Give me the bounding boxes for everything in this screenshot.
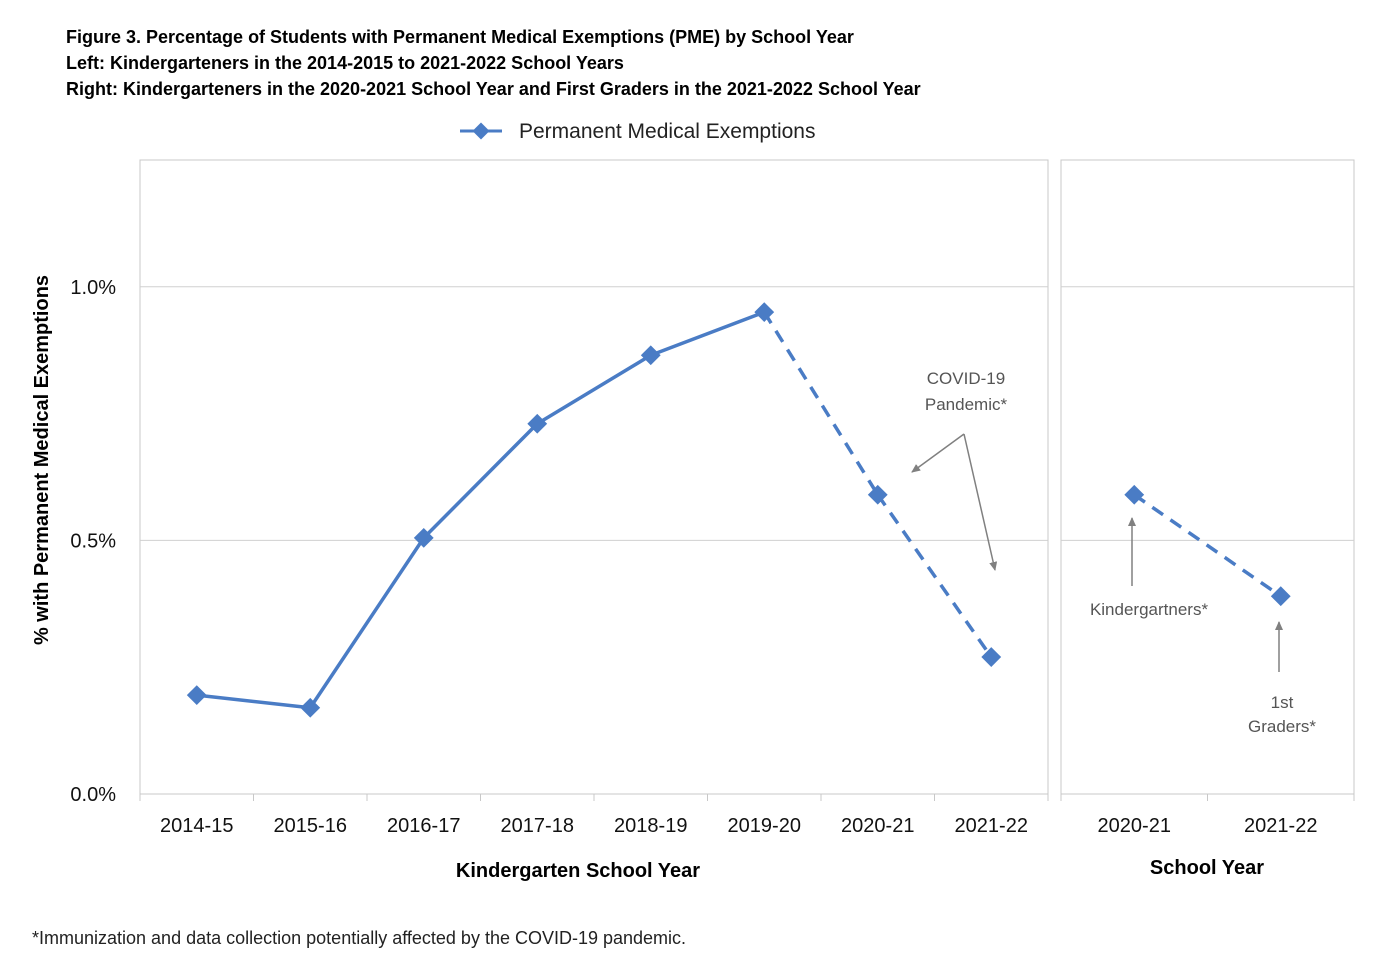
left-y-tick-labels: 0.0% 0.5% 1.0% xyxy=(70,277,116,806)
left-x-tick-label: 2020-21 xyxy=(841,815,914,837)
left-data-point xyxy=(640,345,661,366)
left-data-point xyxy=(186,685,207,705)
right-x-tick-label: 2020-21 xyxy=(1098,815,1171,837)
y-tick-label: 0.0% xyxy=(70,784,116,806)
left-series-segment xyxy=(196,693,311,710)
legend-marker xyxy=(472,122,490,140)
right-x-tick-label: 2021-22 xyxy=(1244,815,1317,837)
left-panel-frame xyxy=(139,159,1049,795)
kindergartners-annotation: Kindergartners* xyxy=(1090,517,1209,619)
first-graders-annotation: 1st Graders* xyxy=(1248,621,1316,736)
right-series-segment-dashed xyxy=(1133,493,1282,598)
right-series xyxy=(1124,484,1291,607)
left-x-tick-label: 2014-15 xyxy=(160,815,233,837)
covid-arrow-1 xyxy=(911,433,965,473)
left-series-segment xyxy=(650,310,765,357)
pme-chart: Permanent Medical Exemptions 0.0% 0.5% 1.0… xyxy=(31,120,1355,882)
right-data-point xyxy=(1270,586,1291,607)
footnote: *Immunization and data collection potent… xyxy=(32,928,687,948)
left-data-point xyxy=(981,647,1002,667)
left-x-tick-label: 2017-18 xyxy=(501,815,574,837)
left-data-point xyxy=(300,697,321,718)
covid-annotation: COVID-19 Pandemic* xyxy=(911,369,1008,571)
y-tick-label: 0.5% xyxy=(70,530,116,552)
covid-annotation-line2: Pandemic* xyxy=(925,395,1008,414)
left-data-point xyxy=(754,302,775,323)
left-data-point xyxy=(867,484,888,505)
left-gridlines xyxy=(139,286,1049,801)
y-axis-label: % with Permanent Medical Exemptions xyxy=(31,275,53,645)
left-x-tick-label: 2021-22 xyxy=(955,815,1028,837)
left-x-tick-label: 2018-19 xyxy=(614,815,687,837)
left-x-tick-labels: 2014-15 2015-16 2016-17 2017-18 2018-19 2019-… xyxy=(160,815,1028,837)
y-tick-label: 1.0% xyxy=(70,277,116,299)
right-x-axis-label: School Year xyxy=(1150,857,1264,879)
first-graders-annotation-line1: 1st xyxy=(1271,693,1294,712)
legend-label: Permanent Medical Exemptions xyxy=(519,120,815,143)
left-series-segment-dashed xyxy=(876,493,993,659)
figure-subtitle-right: Right: Kindergarteners in the 2020-2021 … xyxy=(66,79,921,99)
left-series-segment xyxy=(308,536,426,709)
figure-titles: Figure 3. Percentage of Students with Pe… xyxy=(66,24,921,102)
covid-arrow-2 xyxy=(963,433,998,571)
legend: Permanent Medical Exemptions xyxy=(460,120,815,143)
left-x-tick-label: 2015-16 xyxy=(274,815,347,837)
left-x-tick-label: 2016-17 xyxy=(387,815,460,837)
left-x-tick-label: 2019-20 xyxy=(728,815,801,837)
left-x-axis-label: Kindergarten School Year xyxy=(456,860,700,882)
right-panel-frame xyxy=(1060,159,1355,795)
kindergartners-annotation-label: Kindergartners* xyxy=(1090,600,1209,619)
left-data-point xyxy=(527,413,548,434)
left-series xyxy=(186,302,1002,718)
covid-annotation-line1: COVID-19 xyxy=(927,369,1005,388)
left-data-point xyxy=(413,527,434,548)
right-x-tick-labels: 2020-21 2021-22 xyxy=(1098,815,1318,837)
right-data-point xyxy=(1124,484,1145,505)
left-series-segment xyxy=(536,353,652,426)
figure-title: Figure 3. Percentage of Students with Pe… xyxy=(66,27,854,47)
first-graders-annotation-line2: Graders* xyxy=(1248,717,1316,736)
left-series-segment xyxy=(422,422,539,540)
right-gridlines xyxy=(1060,286,1355,801)
left-series-segment-dashed xyxy=(762,311,880,496)
figure-subtitle-left: Left: Kindergarteners in the 2014-2015 t… xyxy=(66,53,624,73)
